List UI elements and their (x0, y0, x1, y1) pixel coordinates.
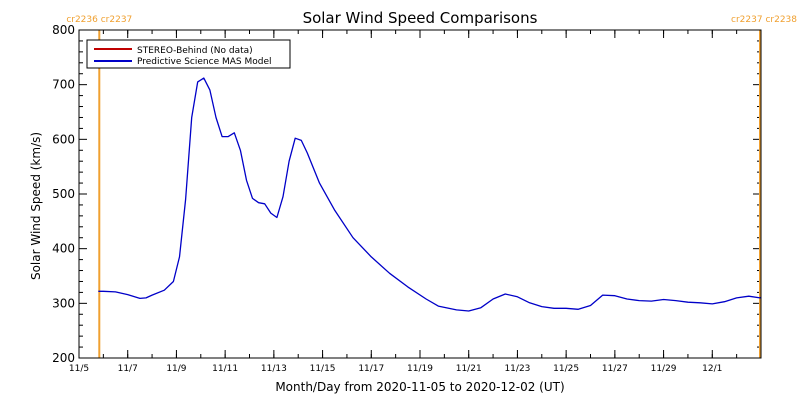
y-tick-label: 400 (52, 242, 75, 256)
x-tick-label: 11/7 (118, 364, 138, 374)
y-tick-label: 500 (52, 187, 75, 201)
y-tick-label: 300 (52, 296, 75, 310)
y-axis-label: Solar Wind Speed (km/s) (29, 132, 43, 280)
legend-label-stereo: STEREO-Behind (No data) (137, 46, 253, 56)
x-axis-label: Month/Day from 2020-11-05 to 2020-12-02 … (275, 380, 564, 394)
plot-frame (78, 29, 762, 359)
legend: STEREO-Behind (No data) Predictive Scien… (86, 39, 291, 69)
chart-title: Solar Wind Speed Comparisons (303, 9, 538, 27)
series-lines (98, 77, 762, 312)
carrington-marker-label: cr2237 cr2238 (731, 15, 797, 25)
x-tick-label: 11/23 (504, 364, 530, 374)
y-tick-label: 700 (52, 78, 75, 92)
x-tick-label: 11/9 (166, 364, 186, 374)
x-tick-label: 11/17 (358, 364, 384, 374)
x-tick-label: 11/25 (553, 364, 579, 374)
legend-label-mas: Predictive Science MAS Model (137, 57, 272, 67)
axis-ticks: 11/5 11/7 11/9 11/11 11/13 11/15 11/17 11/19 11/… (52, 23, 762, 374)
x-tick-label: 11/29 (651, 364, 677, 374)
carrington-marker-label: cr2236 cr2237 (66, 15, 132, 25)
legend-box (86, 39, 291, 69)
series-line-mas-model (98, 77, 762, 312)
y-tick-label: 600 (52, 132, 75, 146)
x-tick-label: 11/15 (310, 364, 336, 374)
x-tick-label: 11/21 (456, 364, 482, 374)
x-tick-label: 11/27 (602, 364, 628, 374)
x-tick-label: 11/5 (69, 364, 89, 374)
x-tick-label: 11/13 (261, 364, 287, 374)
carrington-markers: cr2236 cr2237 cr2237 cr2238 (66, 15, 797, 358)
y-tick-label: 800 (52, 23, 75, 37)
y-tick-label: 200 (52, 351, 75, 365)
x-tick-label: 11/19 (407, 364, 433, 374)
x-tick-label: 12/1 (702, 364, 722, 374)
x-tick-label: 11/11 (212, 364, 238, 374)
